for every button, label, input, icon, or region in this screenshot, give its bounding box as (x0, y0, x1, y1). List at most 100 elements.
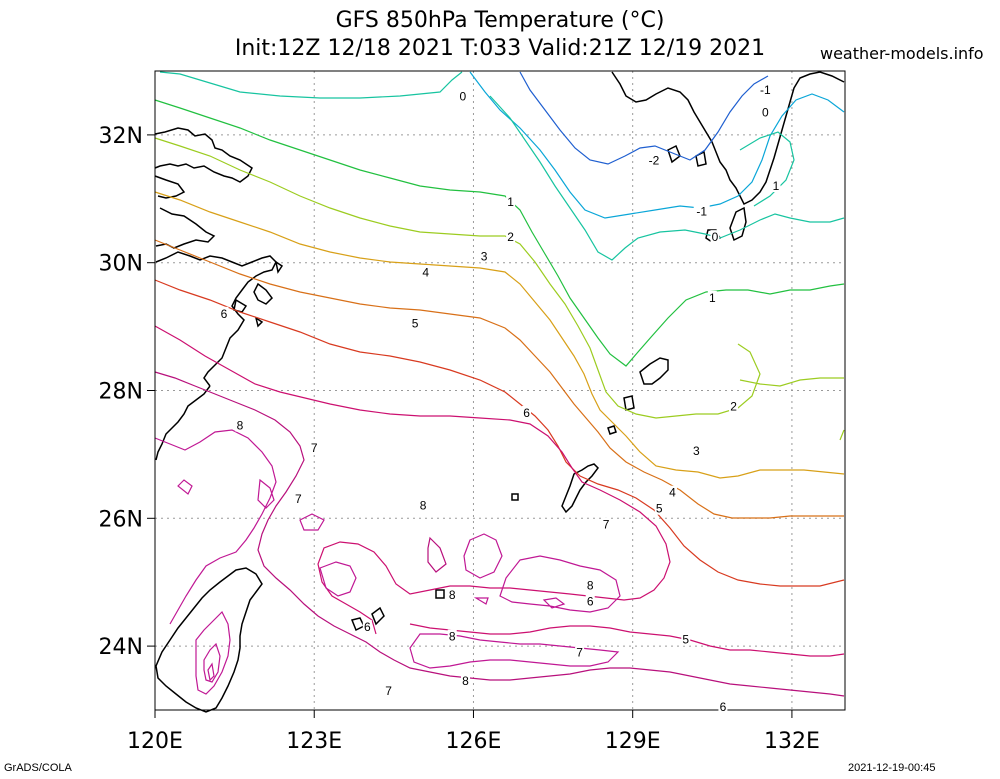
contour-label: 1 (773, 179, 780, 193)
contour-one (154, 99, 845, 367)
contour-label: 6 (523, 406, 530, 420)
contour-label: 4 (422, 265, 429, 279)
contour-zero (159, 71, 845, 261)
contour-label: 0 (460, 90, 467, 104)
contour-label-bg (575, 645, 585, 659)
contour-label-bg (681, 632, 691, 646)
contour-label: 1 (709, 291, 716, 305)
contour-label-bg (458, 89, 468, 103)
contour-label: 7 (295, 492, 302, 506)
coastline-china-north (154, 127, 253, 183)
contour-label-bg (718, 699, 728, 713)
contour-label-bg (691, 444, 701, 458)
contour-label: 6 (587, 594, 594, 608)
contour-label-bg (654, 501, 664, 515)
contour-label-bg (362, 619, 372, 633)
contour-label-bg (506, 194, 516, 208)
contour-label-bg (447, 629, 457, 643)
contour-minus2 (519, 71, 769, 165)
contour-label: 2 (507, 230, 514, 244)
contour-label-bg (384, 683, 394, 697)
island-goto (667, 144, 707, 167)
contour-label-bg (585, 578, 595, 592)
lon-label-129E: 129E (605, 729, 661, 754)
contour-five (154, 279, 845, 587)
contour-label: 0 (712, 230, 719, 244)
contour-label-bg (771, 179, 781, 193)
lat-label-24N: 24N (99, 635, 143, 660)
contour-label-bg (293, 492, 303, 506)
map-subtitle: Init:12Z 12/18 2021 T:033 Valid:21Z 12/1… (234, 36, 766, 61)
contour-label-bg (219, 306, 229, 320)
contour-label: 7 (576, 645, 583, 659)
contour-label: 1 (507, 195, 514, 209)
contour-label: 4 (669, 486, 676, 500)
contour-label: 6 (221, 307, 228, 321)
contour-label-bg (760, 105, 770, 119)
contour-label: 6 (720, 700, 727, 714)
island-okinawa (511, 463, 599, 514)
coastline-zhejiang (155, 251, 277, 387)
contour-label-bg (729, 399, 739, 413)
contour-label-bg (479, 249, 489, 263)
lat-label-32N: 32N (99, 124, 143, 149)
lat-label-26N: 26N (99, 507, 143, 532)
contour-label-bg (601, 517, 611, 531)
lat-label-28N: 28N (99, 380, 143, 405)
contour-label-bg (309, 441, 319, 455)
lat-label-30N: 30N (99, 252, 143, 277)
contour-label: 2 (730, 399, 737, 413)
contour-label: 7 (311, 441, 318, 455)
contour-four (154, 239, 844, 519)
coastline-kyushu (611, 71, 845, 206)
contour-label-bg (418, 498, 428, 512)
lon-label-132E: 132E (764, 729, 820, 754)
coastline-fujian (155, 385, 211, 461)
contour-label-bg (693, 204, 710, 218)
coastlines (154, 71, 845, 713)
contour-minus1 (469, 71, 845, 219)
contour-label: 5 (412, 316, 419, 330)
contour-label: -2 (649, 153, 660, 167)
map-title: GFS 850hPa Temperature (°C) (335, 8, 665, 33)
site-credit: weather-models.info (820, 44, 984, 63)
contour-label-bg (235, 418, 245, 432)
contour-label: 8 (449, 630, 456, 644)
contour-six (154, 325, 845, 657)
contour-seven (154, 371, 845, 697)
contour-label: 8 (420, 499, 427, 513)
island-amami (607, 357, 669, 435)
contour-label: 8 (462, 674, 469, 688)
island-zhoushan (233, 260, 284, 328)
contour-label: 7 (603, 518, 610, 532)
contour-taiwan-cluster (195, 610, 231, 695)
contour-three (154, 191, 845, 479)
contour-label: 0 (762, 106, 769, 120)
contour-label: 8 (587, 578, 594, 592)
lon-label-123E: 123E (286, 729, 342, 754)
contour-label-bg (522, 405, 532, 419)
contour-label: 3 (481, 249, 488, 263)
contour-label-bg (707, 290, 717, 304)
contour-label: 6 (364, 620, 371, 634)
axis-ticks: 120E 123E 126E 129E 132E 32N 30N 28N 26N 24N (99, 124, 820, 754)
contour-label: 8 (449, 588, 456, 602)
temperature-contours (154, 71, 845, 697)
contour-label: 5 (682, 633, 689, 647)
contour-label-bg (645, 153, 662, 167)
contour-label: -1 (760, 83, 771, 97)
contour-label-bg (461, 674, 470, 688)
footer-right: 2021-12-19-00:45 (848, 762, 936, 774)
contour-label: 8 (237, 419, 244, 433)
lat-lon-grid (155, 71, 845, 710)
contour-label-bg (421, 265, 431, 279)
contour-label: 3 (693, 444, 700, 458)
contour-label-bg (757, 83, 774, 97)
contour-label-bg (447, 587, 457, 601)
contour-label: -1 (696, 205, 707, 219)
contour-label: 5 (656, 502, 663, 516)
footer-left: GrADS/COLA (4, 762, 72, 774)
contour-two (154, 137, 845, 441)
lon-label-120E: 120E (127, 729, 183, 754)
